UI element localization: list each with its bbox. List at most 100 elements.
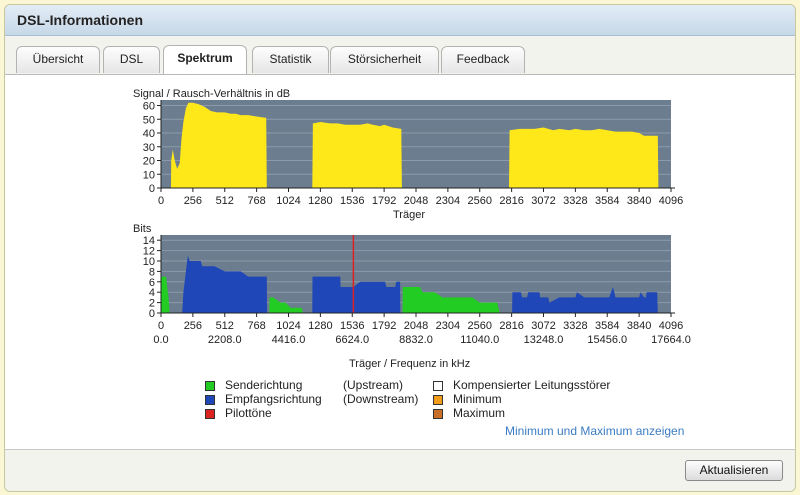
x-tick-label: 3584: [595, 320, 619, 332]
freq-tick-label: 8832.0: [399, 334, 433, 346]
tab-uebersicht[interactable]: Übersicht: [16, 46, 100, 73]
x-tick-label: 3840: [627, 195, 651, 207]
x-tick-label: 2304: [436, 320, 460, 332]
x-tick-label: 512: [216, 195, 234, 207]
legend-label-downstream: Empfangsrichtung: [225, 392, 322, 406]
legend-note-upstream: (Upstream): [343, 378, 404, 392]
legend-label-pilot: Pilottöne: [225, 406, 272, 420]
x-tick-label: 3072: [531, 320, 555, 332]
legend-swatch-maximum: [433, 409, 443, 419]
snr-chart-title: Signal / Rausch-Verhältnis in dB: [133, 88, 291, 100]
refresh-button[interactable]: Aktualisieren: [685, 460, 783, 481]
x-tick-label: 256: [184, 195, 202, 207]
legend-note-downstream: (Downstream): [343, 392, 419, 406]
y-tick-label: 2: [149, 298, 155, 310]
x-tick-label: 2048: [404, 195, 428, 207]
tab-stoersicherheit[interactable]: Störsicherheit: [330, 46, 439, 73]
y-tick-label: 6: [149, 277, 155, 289]
x-tick-label: 0: [158, 195, 164, 207]
x-tick-label: 1280: [308, 320, 332, 332]
series-area-empfangsrichtung: [512, 287, 658, 313]
freq-tick-label: 2208.0: [208, 334, 242, 346]
y-tick-label: 10: [143, 169, 155, 181]
legend-swatch-compensated: [433, 381, 443, 391]
legend-label-maximum: Maximum: [453, 406, 506, 420]
legend-swatch-pilot: [205, 409, 215, 419]
x-tick-label: 3328: [563, 195, 587, 207]
x-tick-label: 1280: [308, 195, 332, 207]
x-tick-label: 3584: [595, 195, 619, 207]
freq-tick-label: 6624.0: [335, 334, 369, 346]
snr-x-axis-label: Träger: [393, 209, 425, 221]
x-tick-label: 2304: [436, 195, 460, 207]
legend-swatch-minimum: [433, 395, 443, 405]
x-tick-label: 512: [216, 320, 234, 332]
dsl-info-panel: DSL-Informationen Übersicht DSL Spektrum…: [4, 4, 796, 492]
series-area-empfangsrichtung: [182, 255, 268, 313]
y-tick-label: 30: [143, 142, 155, 154]
x-tick-label: 1792: [372, 195, 396, 207]
x-tick-label: 2560: [468, 195, 492, 207]
series-area-snr: [509, 127, 659, 188]
x-tick-label: 3328: [563, 320, 587, 332]
x-tick-label: 1536: [340, 195, 364, 207]
x-tick-label: 2816: [499, 195, 523, 207]
x-tick-label: 2816: [499, 320, 523, 332]
y-tick-label: 10: [143, 256, 155, 268]
x-tick-label: 1536: [340, 320, 364, 332]
x-tick-label: 3072: [531, 195, 555, 207]
y-tick-label: 20: [143, 156, 155, 168]
x-tick-label: 768: [247, 320, 265, 332]
x-tick-label: 256: [184, 320, 202, 332]
series-area-senderichtung: [402, 287, 500, 313]
freq-tick-label: 13248.0: [524, 334, 564, 346]
tab-dsl[interactable]: DSL: [103, 46, 160, 73]
x-tick-label: 768: [247, 195, 265, 207]
show-minmax-link[interactable]: Minimum und Maximum anzeigen: [505, 424, 685, 438]
window-title: DSL-Informationen: [17, 12, 143, 28]
legend-swatch-upstream: [205, 381, 215, 391]
x-tick-label: 4096: [659, 195, 683, 207]
freq-tick-label: 4416.0: [272, 334, 306, 346]
y-tick-label: 0: [149, 183, 155, 195]
legend-swatch-downstream: [205, 395, 215, 405]
y-tick-label: 40: [143, 128, 155, 140]
freq-tick-label: 11040.0: [460, 334, 499, 346]
legend-label-minimum: Minimum: [453, 392, 502, 406]
legend-label-upstream: Senderichtung: [225, 378, 303, 392]
footer-bar: Aktualisieren: [5, 449, 795, 491]
y-tick-label: 60: [143, 101, 155, 113]
y-tick-label: 0: [149, 308, 155, 320]
tab-statistik[interactable]: Statistik: [252, 46, 329, 73]
tab-spektrum[interactable]: Spektrum: [163, 45, 247, 74]
x-tick-label: 4096: [659, 320, 683, 332]
x-tick-label: 3840: [627, 320, 651, 332]
series-area-senderichtung: [269, 297, 303, 313]
x-tick-label: 0: [158, 320, 164, 332]
tab-feedback[interactable]: Feedback: [441, 46, 525, 73]
title-bar: DSL-Informationen: [5, 5, 795, 36]
freq-tick-label: 0.0: [153, 334, 168, 346]
x-tick-label: 2560: [468, 320, 492, 332]
spectrum-content: Signal / Rausch-Verhältnis in dB 0 10 20 30…: [5, 75, 795, 449]
bits-x-axis-label: Träger / Frequenz in kHz: [349, 358, 471, 370]
series-area-snr: [171, 102, 267, 188]
freq-tick-label: 17664.0: [651, 334, 691, 346]
x-tick-label: 2048: [404, 320, 428, 332]
x-tick-label: 1024: [276, 320, 300, 332]
freq-tick-label: 15456.0: [587, 334, 627, 346]
y-tick-label: 8: [149, 266, 155, 278]
y-tick-label: 4: [149, 287, 155, 299]
series-area-snr: [312, 122, 402, 188]
legend-label-compensated: Kompensierter Leitungsstörer: [453, 378, 611, 392]
x-tick-label: 1792: [372, 320, 396, 332]
x-tick-label: 1024: [276, 195, 300, 207]
tab-bar: Übersicht DSL Spektrum Statistik Störsic…: [5, 36, 795, 75]
y-tick-label: 50: [143, 114, 155, 126]
series-area-senderichtung: [161, 276, 170, 313]
bits-chart-title: Bits: [133, 223, 152, 235]
series-area-empfangsrichtung: [312, 276, 401, 313]
y-tick-label: 12: [143, 246, 155, 258]
